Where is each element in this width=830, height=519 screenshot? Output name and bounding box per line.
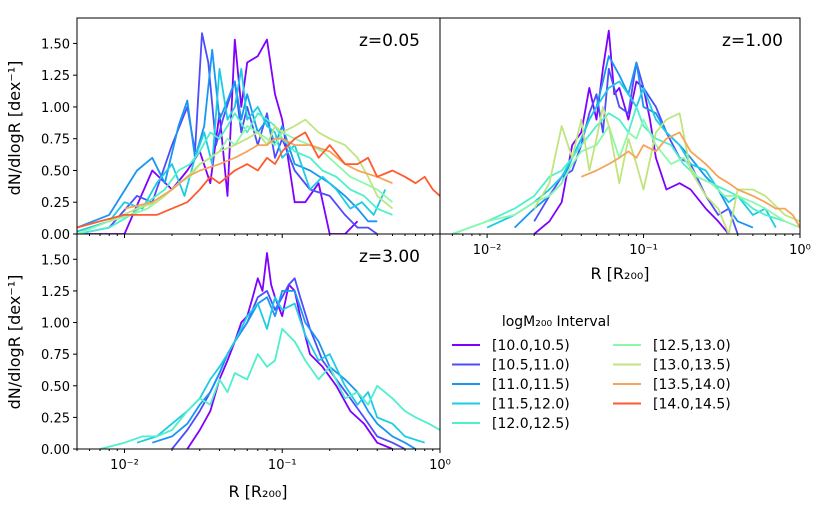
legend-item: [12.5,13.0) bbox=[613, 338, 731, 354]
legend-label: [12.0,12.5) bbox=[492, 416, 570, 432]
panel-title-z300: z=3.00 bbox=[359, 247, 420, 267]
legend-label: [11.0,11.5) bbox=[492, 377, 570, 393]
legend-item: [14.0,14.5) bbox=[613, 397, 731, 413]
y-tick-label: 1.50 bbox=[41, 37, 70, 52]
y-tick-label: 1.50 bbox=[41, 253, 70, 268]
legend: logM₂₀₀ Interval [10.0,10.5) [10.5,11.0) [… bbox=[452, 314, 731, 432]
x-tick-label: 10⁻² bbox=[110, 458, 139, 473]
legend-item: [10.0,10.5) bbox=[452, 338, 570, 354]
y-tick-label: 1.00 bbox=[41, 317, 70, 332]
legend-item: [10.5,11.0) bbox=[452, 358, 570, 374]
y-axis-label-top: dN/dlogR [dex⁻¹] bbox=[5, 61, 24, 196]
y-tick-label: 0.00 bbox=[41, 443, 70, 458]
legend-item: [11.0,11.5) bbox=[452, 377, 570, 393]
panel-z100: 10⁻² 10⁻¹ 10⁰ bbox=[439, 17, 811, 258]
legend-label: [10.0,10.5) bbox=[492, 338, 570, 354]
y-tick-label: 0.25 bbox=[41, 411, 70, 426]
series-line bbox=[533, 61, 739, 234]
plot-frame bbox=[76, 233, 441, 450]
series-line bbox=[99, 327, 440, 449]
x-axis-label-right: R [R₂₀₀] bbox=[590, 264, 649, 283]
plot-frame bbox=[439, 17, 801, 235]
y-tick-label: 0.75 bbox=[41, 133, 70, 148]
y-axis-label-bottom: dN/dlogR [dex⁻¹] bbox=[5, 275, 24, 410]
y-tick-label: 1.00 bbox=[41, 101, 70, 116]
y-tick-label: 0.25 bbox=[41, 196, 70, 211]
series-line bbox=[77, 38, 359, 234]
panel-title-z100: z=1.00 bbox=[722, 31, 783, 51]
series-line bbox=[186, 252, 393, 449]
series-line bbox=[77, 131, 440, 229]
series-line bbox=[77, 67, 387, 233]
y-tick-label: 0.50 bbox=[41, 164, 70, 179]
legend-label: [13.0,13.5) bbox=[653, 358, 731, 374]
legend-item: [13.5,14.0) bbox=[613, 377, 731, 393]
series-line bbox=[152, 289, 417, 449]
series-line bbox=[533, 106, 800, 234]
x-tick-label: 10⁻¹ bbox=[629, 243, 658, 258]
series-line bbox=[452, 106, 786, 234]
y-tick-label: 0.75 bbox=[41, 348, 70, 363]
legend-title: logM₂₀₀ Interval bbox=[502, 314, 610, 330]
x-tick-label: 10⁰ bbox=[789, 243, 811, 258]
legend-label: [12.5,13.0) bbox=[653, 338, 731, 354]
x-tick-label: 10⁻² bbox=[473, 243, 502, 258]
panel-z300: 0.00 0.25 0.50 0.75 1.00 1.25 1.50 10⁻² 10⁻¹ 10⁰ bbox=[41, 233, 451, 473]
series-line bbox=[77, 32, 378, 234]
legend-label: [14.0,14.5) bbox=[653, 397, 731, 413]
x-tick-label: 10⁰ bbox=[429, 458, 451, 473]
series-line bbox=[77, 112, 393, 234]
series-line bbox=[580, 131, 800, 229]
panel-title-z005: z=0.05 bbox=[359, 31, 420, 51]
legend-item: [13.0,13.5) bbox=[613, 358, 731, 374]
x-tick-label: 10⁻¹ bbox=[268, 458, 297, 473]
series-line bbox=[452, 118, 800, 234]
legend-item: [12.0,12.5) bbox=[452, 416, 570, 432]
legend-label: [13.5,14.0) bbox=[653, 377, 731, 393]
x-axis-label-bottom: R [R₂₀₀] bbox=[228, 482, 287, 501]
series-line bbox=[171, 277, 406, 449]
y-tick-label: 0.00 bbox=[41, 228, 70, 243]
legend-label: [11.5,12.0) bbox=[492, 397, 570, 413]
y-tick-label: 1.25 bbox=[41, 69, 70, 84]
legend-label: [10.5,11.0) bbox=[492, 358, 570, 374]
legend-item: [11.5,12.0) bbox=[452, 397, 570, 413]
y-tick-label: 1.25 bbox=[41, 285, 70, 300]
panel-z005: 0.00 0.25 0.50 0.75 1.00 1.25 1.50 bbox=[41, 17, 441, 243]
y-tick-label: 0.50 bbox=[41, 380, 70, 395]
